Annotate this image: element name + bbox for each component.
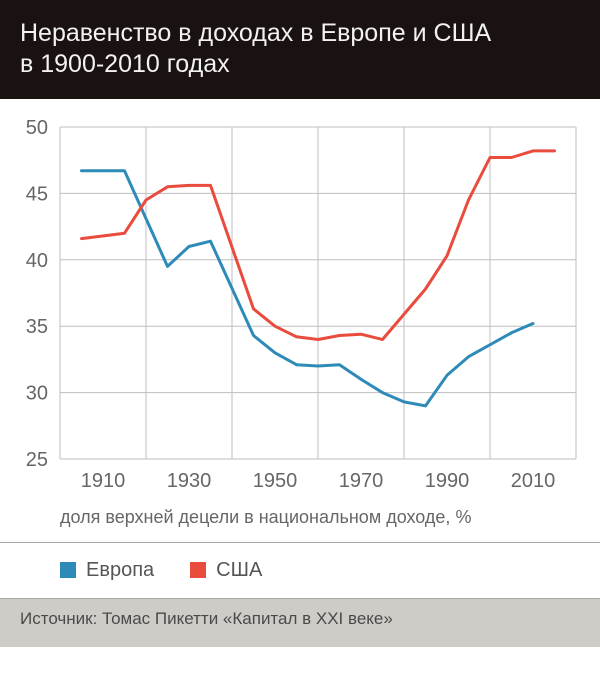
legend-label-europe: Европа bbox=[86, 559, 154, 582]
svg-text:1970: 1970 bbox=[339, 470, 384, 492]
legend-item-usa: США bbox=[190, 559, 262, 582]
title-line-2: в 1900-2010 годах bbox=[20, 50, 230, 78]
svg-text:25: 25 bbox=[26, 449, 48, 471]
svg-text:1950: 1950 bbox=[253, 470, 298, 492]
header: Неравенство в доходах в Европе и США в 1… bbox=[0, 0, 600, 99]
svg-text:1910: 1910 bbox=[81, 470, 126, 492]
line-chart: 25 30 35 40 45 50 1910 1930 1950 1970 1990 2010 bbox=[0, 99, 600, 499]
chart-area: 25 30 35 40 45 50 1910 1930 1950 1970 1990 2010 bbox=[0, 99, 600, 499]
svg-text:2010: 2010 bbox=[511, 470, 556, 492]
legend: Европа США bbox=[0, 543, 600, 598]
source-text: Источник: Томас Пикетти «Капитал в XXI в… bbox=[20, 609, 393, 628]
svg-text:40: 40 bbox=[26, 249, 48, 271]
svg-text:30: 30 bbox=[26, 382, 48, 404]
footer: Источник: Томас Пикетти «Капитал в XXI в… bbox=[0, 599, 600, 647]
svg-text:45: 45 bbox=[26, 183, 48, 205]
legend-item-europe: Европа bbox=[60, 559, 154, 582]
legend-swatch-europe bbox=[60, 562, 76, 578]
svg-text:1990: 1990 bbox=[425, 470, 470, 492]
svg-text:1930: 1930 bbox=[167, 470, 212, 492]
title-line-1: Неравенство в доходах в Европе и США bbox=[20, 19, 491, 47]
chart-card: Неравенство в доходах в Европе и США в 1… bbox=[0, 0, 600, 688]
legend-label-usa: США bbox=[216, 559, 262, 582]
y-axis-description: доля верхней децели в национальном доход… bbox=[0, 499, 600, 542]
legend-swatch-usa bbox=[190, 562, 206, 578]
svg-text:35: 35 bbox=[26, 316, 48, 338]
chart-title: Неравенство в доходах в Европе и США в 1… bbox=[20, 18, 580, 81]
subtitle-text: доля верхней децели в национальном доход… bbox=[60, 507, 471, 527]
svg-text:50: 50 bbox=[26, 117, 48, 139]
